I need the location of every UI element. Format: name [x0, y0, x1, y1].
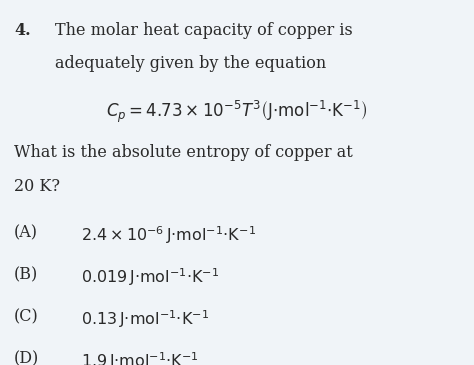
Text: $1.9\,\mathrm{J{\cdot}mol^{-1}{\cdot}K^{-1}}$: $1.9\,\mathrm{J{\cdot}mol^{-1}{\cdot}K^{…	[81, 350, 199, 365]
Text: $0.019\,\mathrm{J{\cdot}mol^{-1}{\cdot}K^{-1}}$: $0.019\,\mathrm{J{\cdot}mol^{-1}{\cdot}K…	[81, 266, 219, 288]
Text: 20 K?: 20 K?	[14, 178, 60, 195]
Text: What is the absolute entropy of copper at: What is the absolute entropy of copper a…	[14, 145, 353, 161]
Text: $0.13\,\mathrm{J{\cdot}mol^{-1}{\cdot}K^{-1}}$: $0.13\,\mathrm{J{\cdot}mol^{-1}{\cdot}K^…	[81, 308, 209, 330]
Text: $2.4\times10^{-6}\,\mathrm{J{\cdot}mol^{-1}{\cdot}K^{-1}}$: $2.4\times10^{-6}\,\mathrm{J{\cdot}mol^{…	[81, 224, 255, 246]
Text: (C): (C)	[14, 308, 39, 325]
Text: $C_p = 4.73\times10^{-5}T^3\left(\mathrm{J{\cdot}mol^{-1}{\cdot}K^{-1}}\right)$: $C_p = 4.73\times10^{-5}T^3\left(\mathrm…	[106, 99, 368, 126]
Text: The molar heat capacity of copper is: The molar heat capacity of copper is	[55, 22, 352, 39]
Text: (A): (A)	[14, 224, 38, 241]
Text: adequately given by the equation: adequately given by the equation	[55, 55, 326, 73]
Text: (B): (B)	[14, 266, 38, 283]
Text: (D): (D)	[14, 350, 39, 365]
Text: 4.: 4.	[14, 22, 31, 39]
